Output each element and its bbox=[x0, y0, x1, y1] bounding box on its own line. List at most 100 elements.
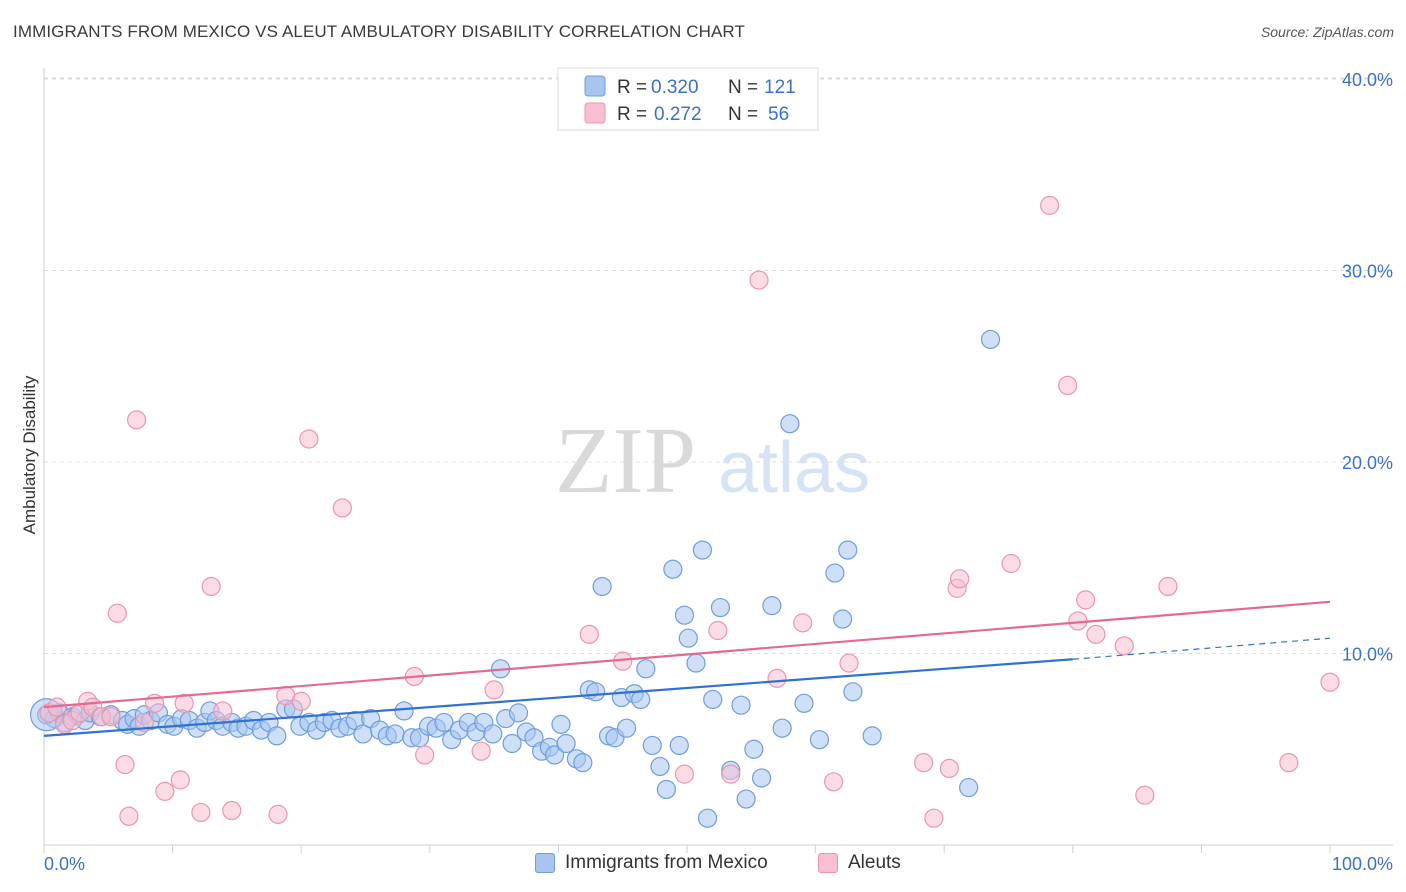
point-blue-75 bbox=[592, 576, 612, 597]
point-blue-99 bbox=[751, 768, 772, 788]
point-blue-82 bbox=[636, 659, 656, 679]
legend-swatch-blue bbox=[535, 853, 555, 873]
series-immigrants-from-mexico bbox=[29, 329, 1001, 828]
point-pink-45 bbox=[950, 569, 970, 589]
trend-line-aleuts bbox=[43, 600, 1331, 709]
point-blue-88 bbox=[674, 605, 695, 625]
point-blue-74 bbox=[586, 682, 606, 702]
point-pink-18 bbox=[191, 802, 211, 823]
legend-item-aleuts: Aleuts bbox=[818, 852, 901, 874]
x-tick-label-0: 0.0% bbox=[44, 854, 85, 874]
point-blue-108 bbox=[843, 682, 863, 702]
x-tick-labels: 0.0% 100.0% bbox=[44, 854, 1393, 874]
point-blue-83 bbox=[642, 735, 662, 756]
point-pink-54 bbox=[1158, 576, 1178, 597]
point-blue-32 bbox=[267, 726, 287, 746]
point-pink-34 bbox=[708, 620, 728, 641]
point-blue-72 bbox=[573, 753, 593, 773]
point-blue-85 bbox=[656, 779, 677, 800]
point-pink-41 bbox=[914, 753, 934, 773]
point-blue-104 bbox=[809, 730, 830, 750]
trend-line-immigrants-from-mexico bbox=[43, 658, 1073, 737]
legend-swatch-pink bbox=[818, 853, 838, 873]
chart-title: IMMIGRANTS FROM MEXICO VS ALEUT AMBULATO… bbox=[13, 22, 745, 41]
legend-item-immigrants-from-mexico: Immigrants from Mexico bbox=[535, 852, 768, 874]
point-blue-62 bbox=[502, 733, 522, 754]
legend-blue-swatch bbox=[584, 75, 606, 97]
point-pink-40 bbox=[839, 653, 859, 673]
grid-lines bbox=[44, 77, 1393, 654]
point-pink-8 bbox=[101, 707, 121, 727]
point-blue-105 bbox=[825, 563, 845, 583]
point-pink-19 bbox=[201, 576, 221, 597]
point-blue-89 bbox=[678, 628, 698, 648]
point-blue-69 bbox=[551, 714, 571, 734]
legend-pink-n-label: N = bbox=[728, 104, 758, 125]
point-blue-103 bbox=[794, 693, 814, 713]
point-pink-22 bbox=[268, 804, 288, 824]
point-blue-106 bbox=[833, 609, 853, 629]
point-pink-52 bbox=[1114, 636, 1134, 656]
series-aleuts bbox=[39, 195, 1340, 828]
point-blue-86 bbox=[663, 559, 683, 579]
x-tick-label-100: 100.0% bbox=[1332, 854, 1393, 874]
point-blue-79 bbox=[616, 718, 637, 738]
point-pink-10 bbox=[115, 754, 135, 775]
point-blue-63 bbox=[508, 703, 529, 723]
point-blue-53 bbox=[434, 712, 454, 733]
y-axis-label: Ambulatory Disability bbox=[20, 375, 39, 534]
point-pink-50 bbox=[1076, 590, 1096, 610]
point-pink-28 bbox=[415, 745, 435, 765]
legend-top: R = 0.320 N = 121 R = 0.272 N = 56 bbox=[557, 67, 819, 131]
point-blue-109 bbox=[862, 726, 882, 746]
point-blue-111 bbox=[959, 777, 979, 798]
point-pink-55 bbox=[1279, 753, 1299, 773]
point-pink-35 bbox=[721, 764, 741, 784]
legend-pink-r-label: R = bbox=[617, 104, 647, 125]
point-pink-17 bbox=[174, 693, 194, 713]
watermark-zip: ZIP bbox=[555, 409, 696, 513]
point-blue-97 bbox=[736, 789, 756, 809]
legend-pink-r-value: 0.272 bbox=[654, 104, 702, 125]
point-blue-81 bbox=[631, 689, 651, 710]
point-blue-100 bbox=[762, 596, 782, 616]
legend-pink-swatch bbox=[584, 102, 606, 124]
y-tick-label-30: 30.0% bbox=[1342, 262, 1393, 282]
point-blue-47 bbox=[385, 724, 405, 744]
point-pink-26 bbox=[332, 498, 352, 518]
legend-blue-n-value: 121 bbox=[764, 77, 796, 98]
point-blue-70 bbox=[556, 733, 576, 754]
point-pink-33 bbox=[674, 764, 695, 784]
point-pink-37 bbox=[767, 668, 787, 688]
point-pink-29 bbox=[471, 741, 491, 761]
point-blue-84 bbox=[650, 756, 670, 777]
point-pink-36 bbox=[749, 270, 769, 290]
point-pink-39 bbox=[824, 772, 844, 792]
trend-lines bbox=[43, 600, 1331, 737]
point-blue-91 bbox=[692, 540, 713, 560]
legend-blue-n-label: N = bbox=[728, 77, 758, 98]
point-pink-47 bbox=[1040, 195, 1060, 215]
y-tick-label-10: 10.0% bbox=[1342, 645, 1393, 665]
point-blue-48 bbox=[394, 701, 414, 721]
point-pink-53 bbox=[1135, 785, 1155, 805]
point-blue-102 bbox=[780, 414, 800, 434]
point-pink-20 bbox=[213, 701, 233, 721]
watermark-atlas: atlas bbox=[718, 428, 870, 508]
legend-pink-n-value: 56 bbox=[768, 104, 789, 125]
point-blue-59 bbox=[483, 724, 503, 744]
point-pink-15 bbox=[155, 781, 175, 801]
point-pink-30 bbox=[484, 680, 504, 700]
point-pink-21 bbox=[222, 800, 242, 821]
point-blue-93 bbox=[703, 689, 723, 710]
point-pink-24 bbox=[291, 691, 311, 711]
point-blue-92 bbox=[697, 808, 718, 828]
source-label: Source: ZipAtlas.com bbox=[1260, 24, 1394, 40]
point-pink-56 bbox=[1320, 672, 1340, 692]
y-tick-label-40: 40.0% bbox=[1342, 70, 1393, 90]
legend-bottom: Immigrants from Mexico Aleuts bbox=[0, 852, 1406, 878]
point-blue-98 bbox=[744, 739, 764, 759]
point-pink-9 bbox=[107, 603, 127, 623]
legend-blue-r-label: R = bbox=[617, 77, 647, 98]
